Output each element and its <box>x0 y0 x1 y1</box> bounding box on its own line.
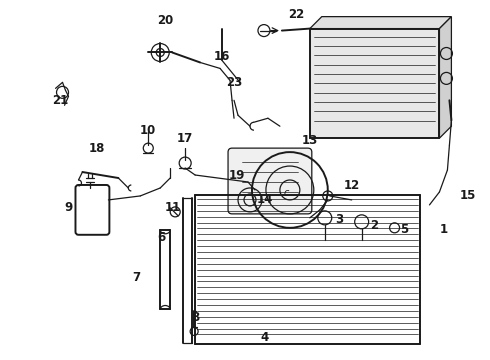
Text: 23: 23 <box>226 76 242 89</box>
Text: 21: 21 <box>52 94 69 107</box>
Text: 4: 4 <box>261 331 269 344</box>
Text: 1: 1 <box>440 223 447 236</box>
Bar <box>310 28 440 138</box>
Text: c: c <box>283 188 289 198</box>
Polygon shape <box>440 17 451 138</box>
Text: 15: 15 <box>460 189 476 202</box>
Text: 3: 3 <box>336 213 344 226</box>
Text: 13: 13 <box>302 134 318 147</box>
FancyBboxPatch shape <box>228 148 312 214</box>
Text: 19: 19 <box>229 168 245 181</box>
Text: 8: 8 <box>191 311 199 324</box>
Text: 7: 7 <box>132 271 140 284</box>
Text: 5: 5 <box>400 223 409 236</box>
Text: 6: 6 <box>157 231 165 244</box>
Text: 20: 20 <box>157 14 173 27</box>
Text: 17: 17 <box>177 132 193 145</box>
Text: 18: 18 <box>88 141 104 155</box>
Text: 9: 9 <box>64 201 73 215</box>
Text: 12: 12 <box>343 180 360 193</box>
FancyBboxPatch shape <box>75 185 109 235</box>
Text: 22: 22 <box>288 8 304 21</box>
Text: 14: 14 <box>257 193 273 206</box>
Polygon shape <box>310 17 451 28</box>
Text: 16: 16 <box>214 50 230 63</box>
Text: 10: 10 <box>140 124 156 137</box>
Text: 2: 2 <box>370 219 379 232</box>
Text: 11: 11 <box>165 201 181 215</box>
